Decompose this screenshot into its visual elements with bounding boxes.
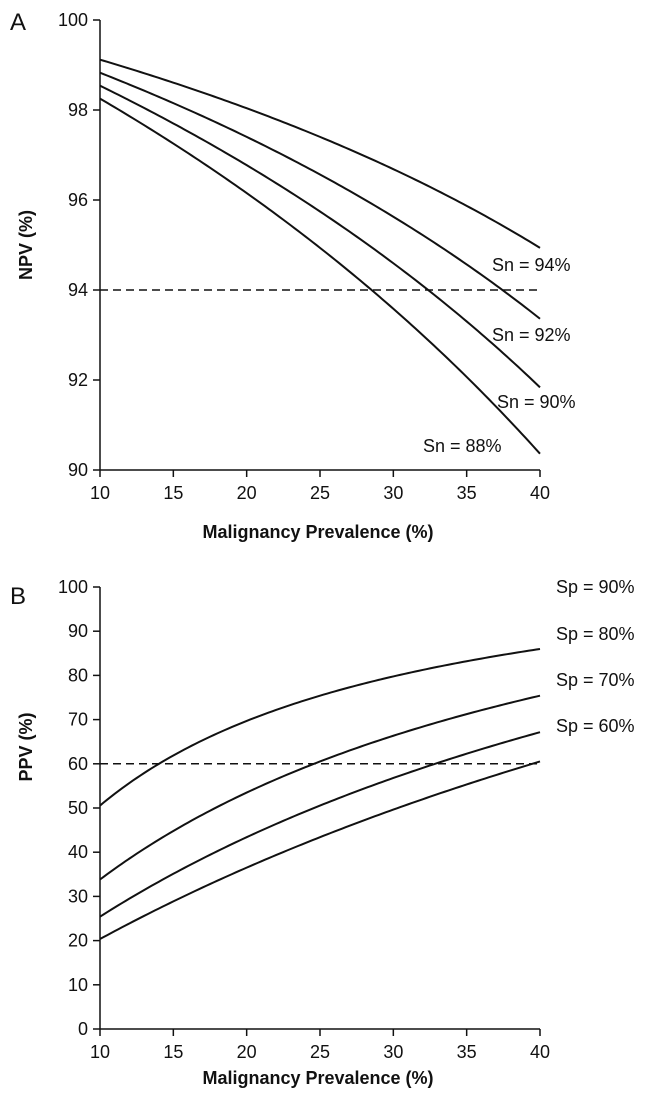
panel-b-y-tick-label: 20 xyxy=(68,931,88,951)
panel-a-y-axis-title: NPV (%) xyxy=(16,210,36,280)
panel-b-y-tick-label: 90 xyxy=(68,621,88,641)
panel-a-series-line-2 xyxy=(99,71,541,320)
panel-b-series-line-4 xyxy=(99,760,541,940)
panel-a-series-label-2: Sn = 92% xyxy=(492,325,571,345)
panel-b-y-tick-label: 40 xyxy=(68,842,88,862)
panel-b-y-tick-label: 100 xyxy=(58,577,88,597)
panel-a-x-tick-label: 40 xyxy=(530,483,550,503)
panel-b-series-line-3 xyxy=(99,731,541,918)
panel-b-x-tick-label: 10 xyxy=(90,1042,110,1062)
panel-b-x-tick-label: 15 xyxy=(163,1042,183,1062)
panel-a-series-label-4: Sn = 88% xyxy=(423,436,502,456)
panel-a-series-line-1 xyxy=(99,58,541,249)
panel-a-x-tick-label: 20 xyxy=(237,483,257,503)
panel-b-y-tick-label: 10 xyxy=(68,975,88,995)
panel-a-x-tick-label: 30 xyxy=(383,483,403,503)
panel-b-y-tick-label: 70 xyxy=(68,710,88,730)
panel-a-series-line-3 xyxy=(99,84,541,389)
panel-a-y-tick-label: 96 xyxy=(68,190,88,210)
panel-b-series-label-3: Sp = 70% xyxy=(556,670,635,690)
panel-b-y-tick-label: 50 xyxy=(68,798,88,818)
panel-a-y-tick-label: 98 xyxy=(68,100,88,120)
panel-b-x-axis-title: Malignancy Prevalence (%) xyxy=(202,1068,433,1088)
panel-a-y-tick-label: 94 xyxy=(68,280,88,300)
panel-a-x-tick-label: 10 xyxy=(90,483,110,503)
panel-b-y-tick-label: 0 xyxy=(78,1019,88,1039)
panel-a-letter: A xyxy=(10,9,26,36)
panel-b-y-tick-label: 60 xyxy=(68,754,88,774)
panel-a-y-tick-label: 90 xyxy=(68,460,88,480)
panel-b-y-axis-title: PPV (%) xyxy=(16,712,36,781)
panel-b-series-label-2: Sp = 80% xyxy=(556,624,635,644)
panel-b-x-tick-label: 25 xyxy=(310,1042,330,1062)
panel-b-series-label-1: Sp = 90% xyxy=(556,577,635,597)
panel-b-series-line-1 xyxy=(99,647,541,807)
panel-b-y-tick-label: 80 xyxy=(68,665,88,685)
panel-b-series-line-2 xyxy=(99,694,541,881)
panel-b-letter: B xyxy=(10,583,26,610)
panel-a-x-tick-label: 15 xyxy=(163,483,183,503)
panel-b-x-tick-label: 40 xyxy=(530,1042,550,1062)
panel-a-x-axis-title: Malignancy Prevalence (%) xyxy=(202,522,433,542)
panel-a-npv-chart: A NPV (%) Malignancy Prevalence (%) 90 92… xyxy=(10,9,576,542)
panel-a-y-tick-label: 100 xyxy=(58,10,88,30)
panel-b-y-tick-label: 30 xyxy=(68,886,88,906)
panel-b-ppv-chart: B PPV (%) Malignancy Prevalence (%) 0102… xyxy=(10,577,635,1088)
panel-b-x-tick-label: 30 xyxy=(383,1042,403,1062)
panel-a-series-label-1: Sn = 94% xyxy=(492,255,571,275)
panel-a-y-tick-label: 92 xyxy=(68,370,88,390)
panel-b-x-tick-label: 35 xyxy=(457,1042,477,1062)
panel-a-series-line-4 xyxy=(99,97,541,455)
panel-a-series-label-3: Sn = 90% xyxy=(497,392,576,412)
panel-a-x-tick-label: 25 xyxy=(310,483,330,503)
panel-b-series-label-4: Sp = 60% xyxy=(556,716,635,736)
panel-a-x-tick-label: 35 xyxy=(457,483,477,503)
panel-b-x-tick-label: 20 xyxy=(237,1042,257,1062)
